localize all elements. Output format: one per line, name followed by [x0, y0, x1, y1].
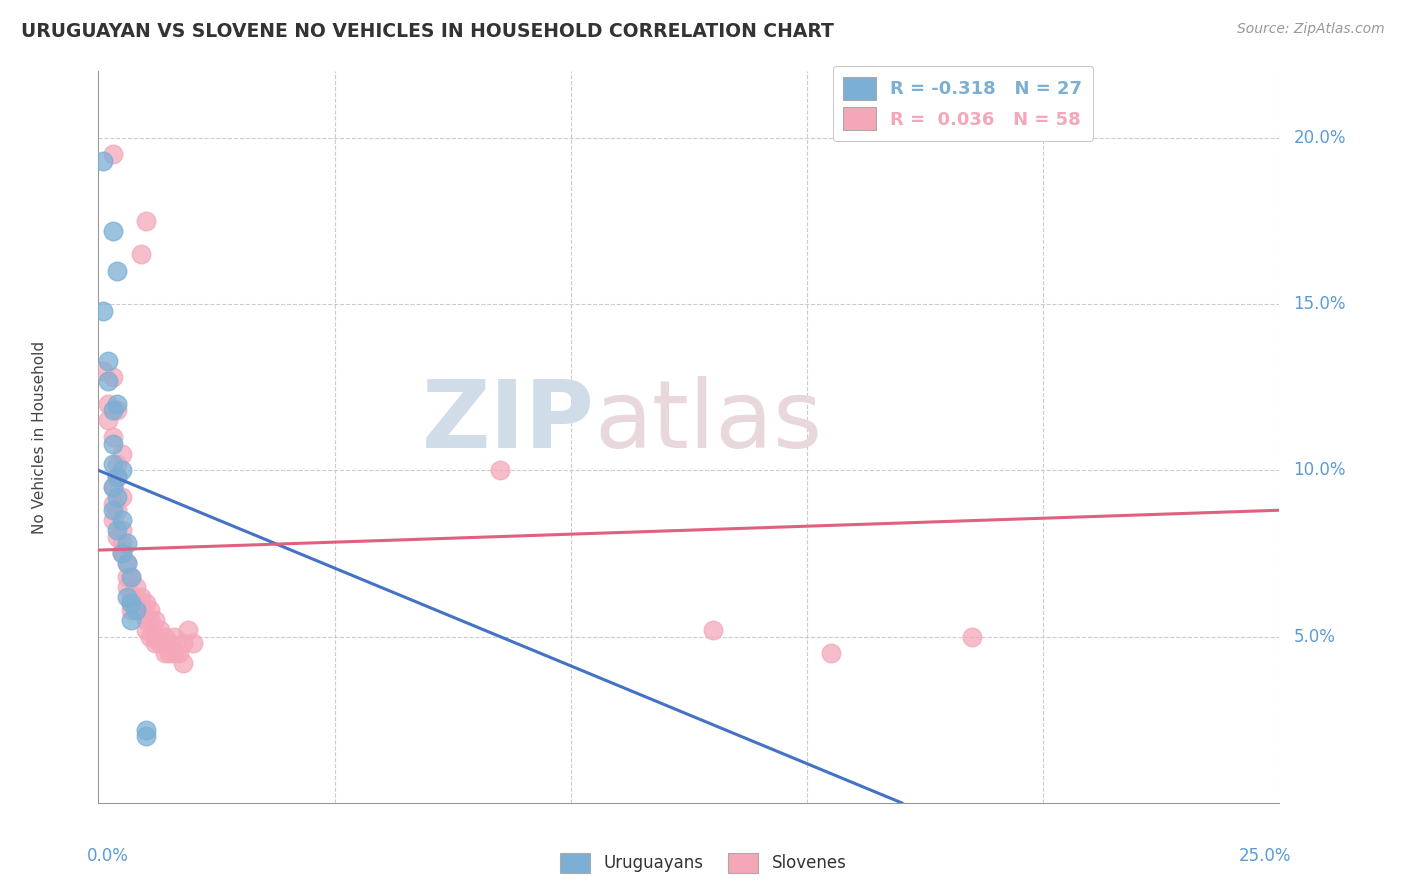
Point: [111, 546, 134, 560]
Point: [139, 613, 162, 627]
Point: [111, 447, 134, 461]
Point: [101, 513, 124, 527]
Point: [163, 646, 186, 660]
Text: 0.0%: 0.0%: [87, 847, 128, 864]
Point: [129, 590, 152, 604]
Point: [101, 457, 124, 471]
Point: [105, 523, 128, 537]
Point: [702, 623, 724, 637]
Point: [820, 646, 842, 660]
Text: URUGUAYAN VS SLOVENE NO VEHICLES IN HOUSEHOLD CORRELATION CHART: URUGUAYAN VS SLOVENE NO VEHICLES IN HOUS…: [21, 22, 834, 41]
Point: [172, 656, 194, 670]
Point: [135, 214, 157, 228]
Point: [172, 636, 194, 650]
Point: [143, 636, 166, 650]
Point: [163, 630, 186, 644]
Point: [91, 154, 114, 169]
Point: [143, 630, 166, 644]
Point: [135, 729, 157, 743]
Point: [129, 247, 152, 261]
Point: [105, 470, 128, 484]
Point: [97, 397, 120, 411]
Point: [121, 613, 143, 627]
Point: [153, 646, 176, 660]
Point: [91, 363, 114, 377]
Point: [111, 513, 134, 527]
Point: [97, 353, 120, 368]
Point: [105, 470, 128, 484]
Point: [143, 613, 166, 627]
Point: [135, 623, 157, 637]
Point: [121, 603, 143, 617]
Text: 20.0%: 20.0%: [1294, 128, 1346, 147]
Point: [177, 623, 200, 637]
Point: [121, 596, 143, 610]
Point: [121, 590, 143, 604]
Point: [105, 503, 128, 517]
Point: [105, 264, 128, 278]
Text: No Vehicles in Household: No Vehicles in Household: [32, 341, 46, 533]
Point: [129, 603, 152, 617]
Point: [91, 303, 114, 318]
Text: 10.0%: 10.0%: [1294, 461, 1346, 479]
Point: [101, 430, 124, 444]
Point: [111, 463, 134, 477]
Point: [157, 636, 180, 650]
Legend: R = -0.318   N = 27, R =  0.036   N = 58: R = -0.318 N = 27, R = 0.036 N = 58: [832, 66, 1094, 141]
Point: [135, 596, 157, 610]
Point: [111, 523, 134, 537]
Point: [105, 457, 128, 471]
Point: [97, 374, 120, 388]
Point: [101, 497, 124, 511]
Point: [105, 403, 128, 417]
Point: [115, 557, 138, 571]
Text: atlas: atlas: [595, 376, 823, 468]
Point: [157, 646, 180, 660]
Point: [115, 557, 138, 571]
Point: [115, 580, 138, 594]
Point: [167, 646, 190, 660]
Point: [962, 630, 984, 644]
Text: 25.0%: 25.0%: [1239, 847, 1291, 864]
Point: [125, 603, 148, 617]
Point: [97, 413, 120, 427]
Point: [105, 490, 128, 504]
Legend: Uruguayans, Slovenes: Uruguayans, Slovenes: [553, 847, 853, 880]
Point: [121, 570, 143, 584]
Point: [149, 636, 172, 650]
Text: Source: ZipAtlas.com: Source: ZipAtlas.com: [1237, 22, 1385, 37]
Text: 15.0%: 15.0%: [1294, 295, 1346, 313]
Text: ZIP: ZIP: [422, 376, 595, 468]
Point: [153, 630, 176, 644]
Point: [101, 403, 124, 417]
Point: [121, 570, 143, 584]
Point: [139, 603, 162, 617]
Point: [181, 636, 204, 650]
Point: [111, 546, 134, 560]
Point: [149, 623, 172, 637]
Point: [111, 490, 134, 504]
Point: [101, 480, 124, 494]
Point: [101, 503, 124, 517]
Point: [135, 613, 157, 627]
Point: [105, 530, 128, 544]
Point: [125, 596, 148, 610]
Point: [101, 370, 124, 384]
Point: [115, 536, 138, 550]
Point: [115, 570, 138, 584]
Text: 5.0%: 5.0%: [1294, 628, 1336, 646]
Point: [111, 536, 134, 550]
Point: [101, 436, 124, 450]
Point: [115, 590, 138, 604]
Point: [125, 580, 148, 594]
Point: [139, 630, 162, 644]
Point: [121, 596, 143, 610]
Point: [135, 723, 157, 737]
Point: [101, 480, 124, 494]
Point: [105, 397, 128, 411]
Point: [101, 147, 124, 161]
Point: [101, 224, 124, 238]
Point: [489, 463, 512, 477]
